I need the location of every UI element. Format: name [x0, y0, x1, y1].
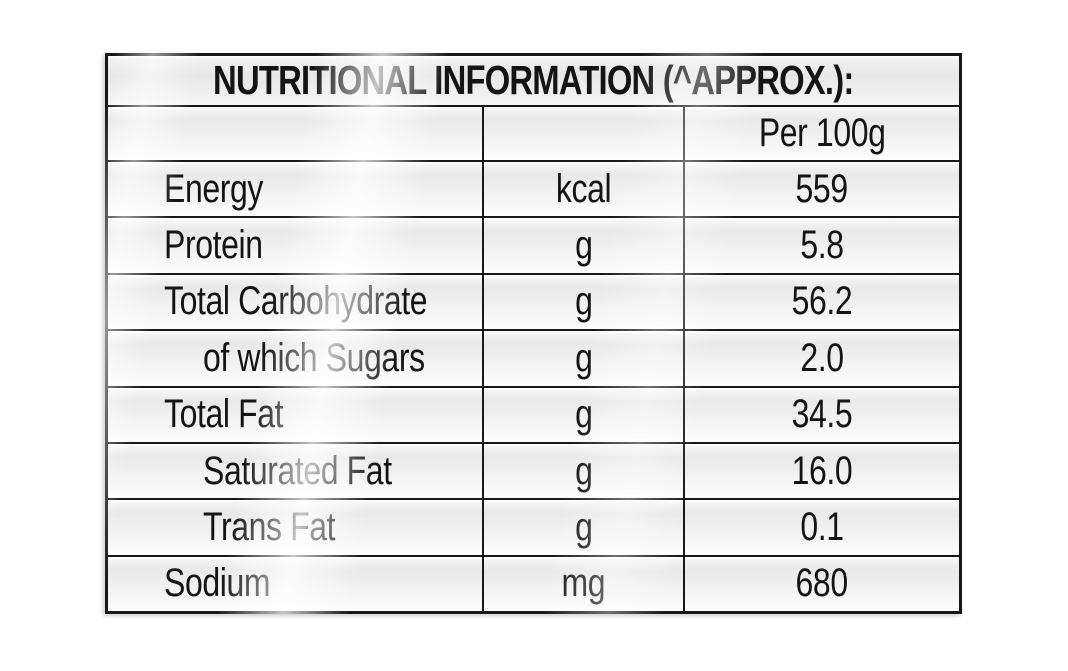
unit-protein: g [484, 218, 683, 273]
nutrient-label-trans-fat: Trans Fat [108, 500, 482, 555]
nutrient-label-total-fat: Total Fat [108, 387, 482, 442]
value-total-carbohydrate: 56.2 [685, 274, 959, 330]
unit-total-fat: g [484, 387, 683, 442]
value-of-which-sugars: 2.0 [685, 331, 959, 386]
unit-sodium: mg [484, 556, 683, 611]
nutrient-label-of-which-sugars: of which Sugars [108, 331, 482, 386]
nutrient-label-sodium: Sodium [108, 556, 482, 611]
unit-energy: kcal [484, 162, 683, 217]
amount-column-header-text: Per 100g [758, 111, 886, 155]
unit-trans-fat: g [484, 500, 683, 555]
value-protein: 5.8 [685, 218, 959, 273]
nutrition-table: NUTRITIONAL INFORMATION (^APPROX.): Per … [105, 53, 962, 614]
nutrition-table-title-text: NUTRITIONAL INFORMATION (^APPROX.): [213, 57, 854, 103]
unit-total-carbohydrate: g [484, 274, 683, 330]
unit-of-which-sugars: g [484, 331, 683, 386]
nutrient-label-saturated-fat: Saturated Fat [108, 443, 482, 499]
value-total-fat: 34.5 [685, 387, 959, 442]
nutrient-label-total-carbohydrate: Total Carbohydrate [108, 274, 482, 330]
subheader-empty-label-cell [108, 107, 482, 160]
amount-column-header: Per 100g [685, 107, 959, 160]
value-energy: 559 [685, 162, 959, 217]
value-trans-fat: 0.1 [685, 500, 959, 555]
value-sodium: 680 [685, 556, 959, 611]
value-saturated-fat: 16.0 [685, 443, 959, 499]
unit-saturated-fat: g [484, 443, 683, 499]
nutrition-table-title: NUTRITIONAL INFORMATION (^APPROX.): [108, 56, 959, 105]
nutrient-label-energy: Energy [108, 162, 482, 217]
nutrient-label-protein: Protein [108, 218, 482, 273]
subheader-empty-unit-cell [484, 107, 683, 160]
